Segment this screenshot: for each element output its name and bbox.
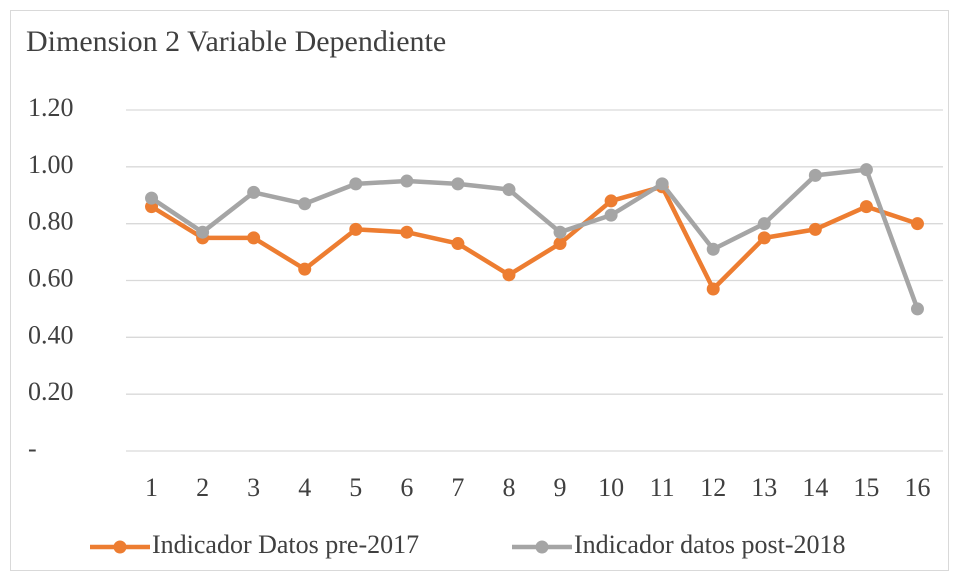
x-tick-label: 14 xyxy=(802,473,828,502)
y-tick-label: 1.20 xyxy=(28,93,74,122)
point xyxy=(655,177,669,191)
legend-marker xyxy=(535,540,549,554)
y-tick-label: 0.80 xyxy=(28,207,74,236)
x-tick-label: 15 xyxy=(853,473,879,502)
point xyxy=(706,282,720,296)
y-tick-label: 0.40 xyxy=(28,320,74,349)
point xyxy=(553,225,567,239)
point xyxy=(757,217,771,231)
point xyxy=(859,200,873,214)
x-tick-label: 1 xyxy=(145,473,158,502)
point xyxy=(451,237,465,251)
point xyxy=(196,225,210,239)
x-tick-label: 8 xyxy=(502,473,515,502)
point xyxy=(349,222,363,236)
x-tick-label: 12 xyxy=(700,473,726,502)
x-tick-label: 16 xyxy=(904,473,930,502)
legend-label: Indicador datos post-2018 xyxy=(574,530,846,559)
x-tick-label: 4 xyxy=(298,473,311,502)
point xyxy=(859,163,873,177)
y-tick-label: 0.20 xyxy=(28,377,74,406)
x-tick-label: 6 xyxy=(400,473,413,502)
series-line xyxy=(150,167,920,310)
point xyxy=(604,194,618,208)
point xyxy=(808,168,822,182)
point xyxy=(451,177,465,191)
x-tick-label: 5 xyxy=(349,473,362,502)
point xyxy=(910,302,924,316)
point xyxy=(808,222,822,236)
point xyxy=(604,208,618,222)
y-tick-label: 0.60 xyxy=(28,263,74,292)
point xyxy=(910,217,924,231)
point xyxy=(298,262,312,276)
y-tick-label: 1.00 xyxy=(28,150,74,179)
point xyxy=(400,174,414,188)
series-line xyxy=(150,184,919,292)
point xyxy=(502,268,516,282)
point xyxy=(706,242,720,256)
point xyxy=(400,225,414,239)
point xyxy=(247,185,261,199)
x-tick-label: 11 xyxy=(650,473,675,502)
chart-frame xyxy=(10,10,949,571)
x-tick-label: 3 xyxy=(247,473,260,502)
legend-marker xyxy=(113,540,127,554)
point xyxy=(247,231,261,245)
x-tick-label: 9 xyxy=(554,473,567,502)
point xyxy=(553,237,567,251)
point xyxy=(502,183,516,197)
legend-label: Indicador Datos pre-2017 xyxy=(152,530,419,559)
chart-title: Dimension 2 Variable Dependiente xyxy=(26,25,446,58)
y-tick-label: - xyxy=(28,434,37,463)
point xyxy=(145,191,159,205)
x-tick-label: 7 xyxy=(451,473,464,502)
x-tick-label: 2 xyxy=(196,473,209,502)
x-tick-label: 10 xyxy=(598,473,624,502)
point xyxy=(298,197,312,211)
x-tick-label: 13 xyxy=(751,473,777,502)
point xyxy=(757,231,771,245)
point xyxy=(349,177,363,191)
